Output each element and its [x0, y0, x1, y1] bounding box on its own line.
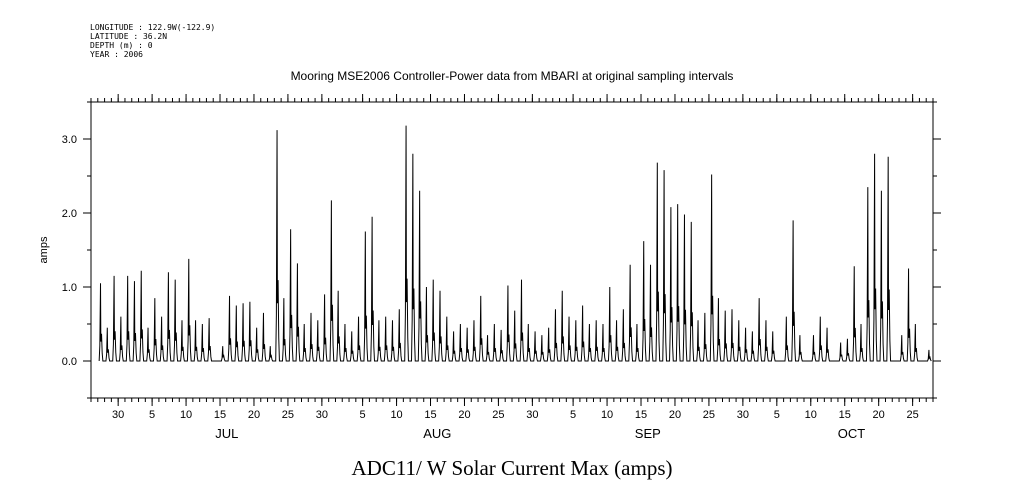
- y-tick-label: 2.0: [62, 208, 77, 220]
- x-month-label: SEP: [635, 426, 661, 441]
- x-tick-label: 15: [635, 409, 647, 421]
- series-layer: [98, 125, 932, 362]
- depth-label: DEPTH (m) : 0: [90, 41, 153, 50]
- x-tick-label: 10: [390, 409, 402, 421]
- y-tick-label: 0.0: [62, 356, 77, 368]
- x-tick-label: 15: [839, 409, 851, 421]
- x-tick-label: 20: [458, 409, 470, 421]
- y-tick-label: 1.0: [62, 282, 77, 294]
- x-month-label: OCT: [838, 426, 866, 441]
- x-tick-label: 25: [282, 409, 294, 421]
- x-tick-label: 30: [737, 409, 749, 421]
- x-month-label: AUG: [423, 426, 451, 441]
- x-axis-label: ADC11/ W Solar Current Max (amps): [352, 456, 673, 480]
- x-tick-label: 15: [424, 409, 436, 421]
- x-month-label: JUL: [215, 426, 238, 441]
- x-tick-label: 10: [805, 409, 817, 421]
- x-tick-label: 5: [570, 409, 576, 421]
- x-tick-label: 25: [907, 409, 919, 421]
- x-tick-label: 5: [774, 409, 780, 421]
- latitude-label: LATITUDE : 36.2N: [90, 32, 167, 41]
- x-tick-label: 25: [492, 409, 504, 421]
- x-axis: 30 5 10 15 20 25 30 5 10 15 20 25 30 5 10 15 20 25 30 5 10 15…: [90, 94, 934, 441]
- chart-title: Mooring MSE2006 Controller-Power data fr…: [291, 69, 734, 83]
- y-tick-label: 3.0: [62, 134, 77, 146]
- x-tick-label: 15: [214, 409, 226, 421]
- y-axis-label: amps: [38, 236, 50, 263]
- x-tick-label: 10: [601, 409, 613, 421]
- x-tick-label: 30: [316, 409, 328, 421]
- x-tick-label: 5: [149, 409, 155, 421]
- x-tick-label: 30: [112, 409, 124, 421]
- x-tick-label: 20: [669, 409, 681, 421]
- x-tick-label: 20: [248, 409, 260, 421]
- x-tick-label: 20: [873, 409, 885, 421]
- year-label: YEAR : 2006: [90, 50, 143, 59]
- longitude-label: LONGITUDE : 122.9W(-122.9): [90, 23, 215, 32]
- x-tick-label: 25: [703, 409, 715, 421]
- x-tick-label: 5: [360, 409, 366, 421]
- plot-frame: [90, 101, 934, 399]
- x-tick-label: 30: [526, 409, 538, 421]
- y-axis: 0.0 1.0 2.0 3.0: [62, 101, 941, 399]
- series-line-0: [98, 125, 932, 362]
- x-tick-label: 10: [180, 409, 192, 421]
